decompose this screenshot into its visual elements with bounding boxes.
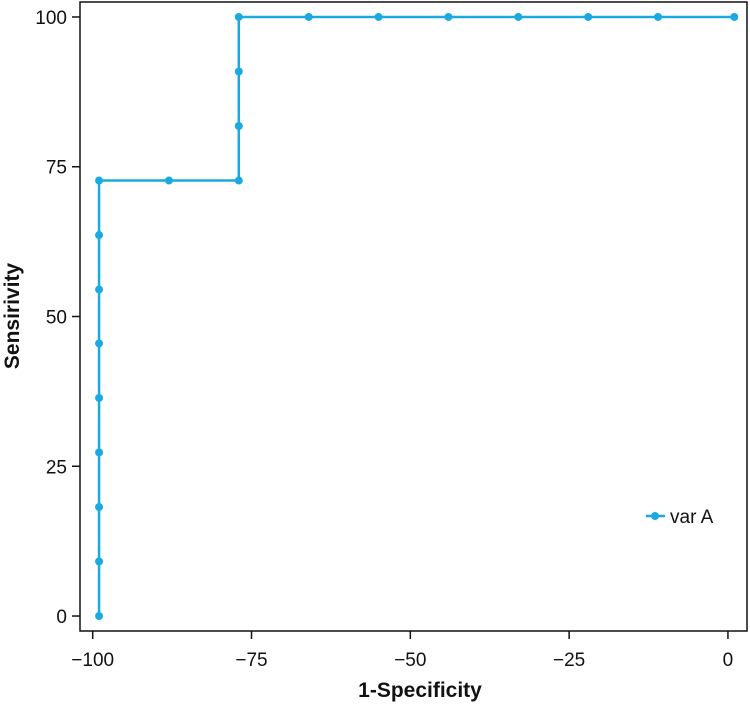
x-axis-ticks: −100 −75 −50 −25 0: [71, 631, 733, 671]
data-point: [234, 12, 243, 21]
y-axis-ticks: 0 25 50 75 100: [35, 8, 80, 628]
data-point: [304, 12, 313, 21]
data-point: [95, 231, 104, 240]
x-tick-label: −100: [71, 650, 114, 671]
plot-frame: [79, 1, 748, 632]
series-layer: [95, 12, 739, 621]
data-point: [95, 448, 104, 457]
legend-marker-var-a: [651, 512, 659, 520]
data-point: [95, 393, 104, 402]
y-tick-label: 0: [56, 607, 67, 628]
data-point: [164, 176, 173, 185]
y-tick-label: 50: [46, 308, 67, 329]
series-line-var-a: [97, 15, 735, 617]
data-point: [95, 502, 104, 511]
legend: var A: [646, 507, 714, 528]
x-tick-label: −50: [394, 650, 426, 671]
data-point: [374, 12, 383, 21]
x-axis-title: 1-Specificity: [358, 679, 482, 702]
data-point: [95, 557, 104, 566]
y-tick-label: 100: [35, 8, 67, 29]
x-tick-label: −75: [235, 650, 267, 671]
data-point: [234, 67, 243, 76]
data-point: [234, 176, 243, 185]
data-point: [95, 176, 104, 185]
x-tick-label: 0: [723, 650, 734, 671]
data-point: [584, 12, 593, 21]
data-point: [234, 122, 243, 131]
data-point: [444, 12, 453, 21]
data-point: [95, 285, 104, 294]
y-tick-label: 75: [46, 158, 67, 179]
data-point: [654, 12, 663, 21]
y-tick-label: 25: [46, 457, 67, 478]
y-axis-title: Sensirivity: [1, 263, 24, 370]
data-point: [730, 12, 739, 21]
legend-label-var-a: var A: [670, 507, 714, 528]
x-tick-label: −25: [553, 650, 585, 671]
data-point: [95, 339, 104, 348]
data-point: [95, 612, 104, 621]
data-point: [514, 12, 523, 21]
